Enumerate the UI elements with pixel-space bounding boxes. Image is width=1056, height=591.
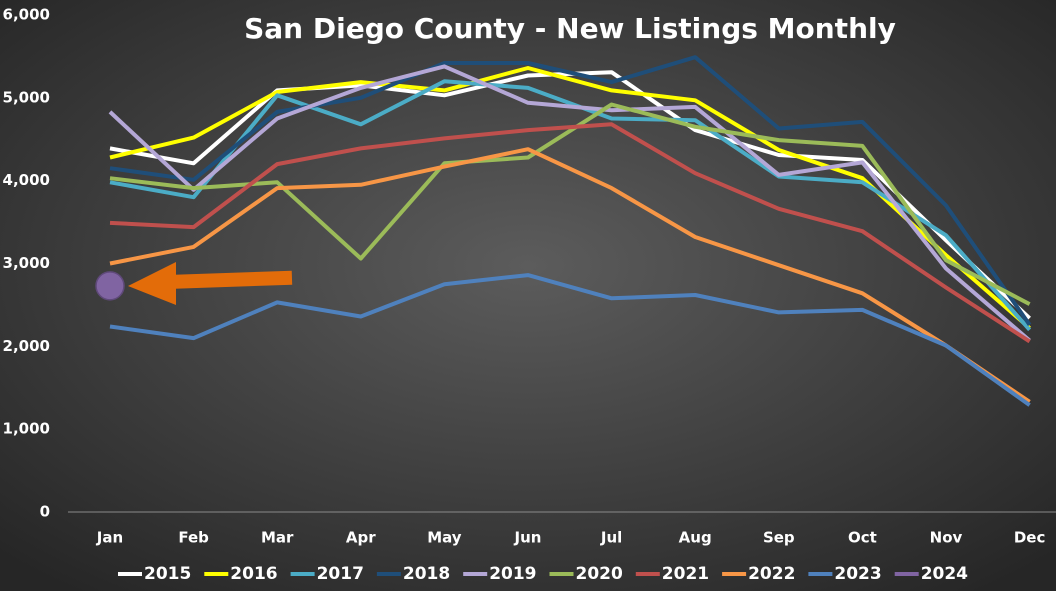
- legend-label: 2020: [576, 564, 623, 584]
- x-tick-label: Nov: [930, 529, 963, 547]
- legend-label: 2017: [317, 564, 364, 584]
- legend-label: 2016: [230, 564, 277, 584]
- legend-label: 2022: [748, 564, 795, 584]
- x-tick-label: Dec: [1014, 529, 1046, 547]
- series-line: [109, 122, 1031, 344]
- legend-label: 2023: [834, 564, 881, 584]
- x-tick-label: Sep: [763, 529, 795, 547]
- x-tick-label: Oct: [848, 529, 877, 547]
- x-tick-label: Aug: [679, 529, 712, 547]
- annotation-arrow: [128, 262, 293, 305]
- series-line: [109, 79, 1032, 332]
- legend-label: 2024: [921, 564, 968, 584]
- legend-label: 2018: [403, 564, 450, 584]
- series-line: [109, 55, 1032, 326]
- chart-title: San Diego County - New Listings Monthly: [244, 12, 896, 45]
- x-tick-label: Jan: [96, 529, 123, 547]
- legend-label: 2015: [144, 564, 191, 584]
- series-line: [108, 64, 1031, 343]
- y-tick-label: 5,000: [3, 88, 50, 106]
- series-line: [109, 147, 1031, 404]
- x-tick-label: Jul: [600, 529, 622, 547]
- legend-label: 2021: [662, 564, 709, 584]
- series-line: [109, 102, 1031, 306]
- x-tick-label: Mar: [261, 529, 294, 547]
- series-line: [109, 273, 1031, 407]
- x-tick-label: Feb: [178, 529, 209, 547]
- y-tick-label: 2,000: [3, 337, 50, 355]
- legend: 2015 2016 2017 2018 2019 2020 2021 2022 2023 2024: [118, 564, 968, 584]
- x-tick-label: May: [427, 529, 462, 547]
- x-tick-label: Apr: [346, 529, 376, 547]
- data-point: [95, 271, 125, 301]
- y-tick-label: 4,000: [3, 171, 50, 189]
- y-tick-label: 0: [40, 503, 50, 521]
- x-tick-label: Jun: [514, 529, 542, 547]
- legend-label: 2019: [489, 564, 536, 584]
- y-tick-label: 6,000: [3, 6, 50, 24]
- y-tick-label: 1,000: [3, 420, 50, 438]
- plot-area: 0 1,000 2,000 3,000 4,000 5,000 6,000 Jan Feb Mar…: [3, 6, 1056, 547]
- y-tick-label: 3,000: [3, 254, 50, 272]
